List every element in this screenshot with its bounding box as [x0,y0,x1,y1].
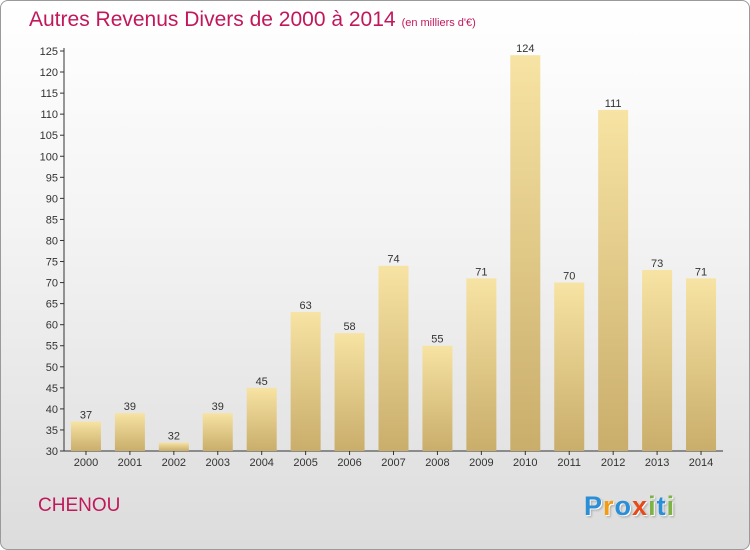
x-tick-label: 2010 [513,457,537,469]
bar [642,269,673,451]
y-tick-label: 30 [46,446,58,458]
bar [334,333,365,451]
logo-letter: P [584,491,604,521]
x-tick-label: 2000 [74,457,98,469]
x-tick-label: 2014 [689,457,713,469]
title-main: Autres Revenus Divers de 2000 à 2014 [29,8,396,31]
proxiti-logo: Proxiti [584,491,675,522]
y-tick-label: 90 [46,193,58,205]
y-tick-label: 115 [40,88,58,100]
y-tick-label: 35 [46,425,58,437]
bar [114,413,145,451]
logo-letter: i [648,491,657,521]
bar-value-label: 39 [124,401,136,413]
bar-value-label: 124 [516,43,534,55]
x-tick-label: 2007 [381,457,405,469]
y-tick-label: 50 [46,362,58,374]
bar [422,345,453,451]
y-tick-label: 85 [46,214,58,226]
y-tick-label: 110 [40,109,58,121]
bar-value-label: 55 [431,334,443,346]
bar-value-label: 63 [300,300,312,312]
x-tick-label: 2005 [293,457,317,469]
bar [598,109,629,452]
x-tick-label: 2003 [206,457,230,469]
bar-value-label: 71 [475,266,487,278]
y-tick-label: 65 [46,299,58,311]
y-tick-label: 125 [40,46,58,58]
bar [70,421,101,451]
bar [510,55,541,452]
y-tick-label: 80 [46,235,58,247]
bar-value-label: 37 [80,410,92,422]
bar [158,442,189,451]
bar [378,265,409,451]
bar-value-label: 73 [651,258,663,270]
logo-letter: i [666,491,676,521]
y-tick-label: 75 [46,257,58,269]
bar-value-label: 39 [212,401,224,413]
x-tick-label: 2011 [557,457,581,469]
x-tick-label: 2008 [425,457,449,469]
x-tick-label: 2002 [162,457,186,469]
bar [466,278,497,451]
x-tick-label: 2009 [469,457,493,469]
bar [202,413,233,451]
y-tick-label: 55 [46,341,58,353]
y-tick-label: 105 [40,130,58,142]
bar [290,312,321,451]
bar-value-label: 111 [605,98,622,110]
y-tick-label: 100 [40,151,58,163]
logo-letter: x [632,491,649,521]
bar-value-label: 74 [387,254,399,266]
y-tick-label: 40 [46,404,58,416]
title-unit: (en milliers d'€) [401,17,476,29]
y-tick-label: 95 [46,172,58,184]
bar-value-label: 71 [695,266,707,278]
x-tick-label: 2013 [645,457,669,469]
y-tick-label: 45 [46,383,58,395]
commune-name: CHENOU [38,495,121,516]
y-tick-label: 120 [40,67,58,79]
x-tick-label: 2001 [118,457,142,469]
chart-title: Autres Revenus Divers de 2000 à 2014 (en … [29,8,476,32]
y-tick-label: 70 [46,278,58,290]
logo-letter: t [656,491,667,521]
x-tick-label: 2012 [601,457,625,469]
logo-letter: o [614,491,633,521]
x-tick-label: 2004 [249,457,273,469]
bar [686,278,717,451]
bar [246,387,277,451]
bar-value-label: 45 [256,376,268,388]
bar-value-label: 70 [563,271,575,283]
x-tick-label: 2006 [337,457,361,469]
bar-value-label: 32 [168,431,180,443]
bar [554,282,585,451]
y-tick-label: 60 [46,320,58,332]
logo-letter: r [603,491,615,521]
bar-value-label: 58 [343,321,355,333]
